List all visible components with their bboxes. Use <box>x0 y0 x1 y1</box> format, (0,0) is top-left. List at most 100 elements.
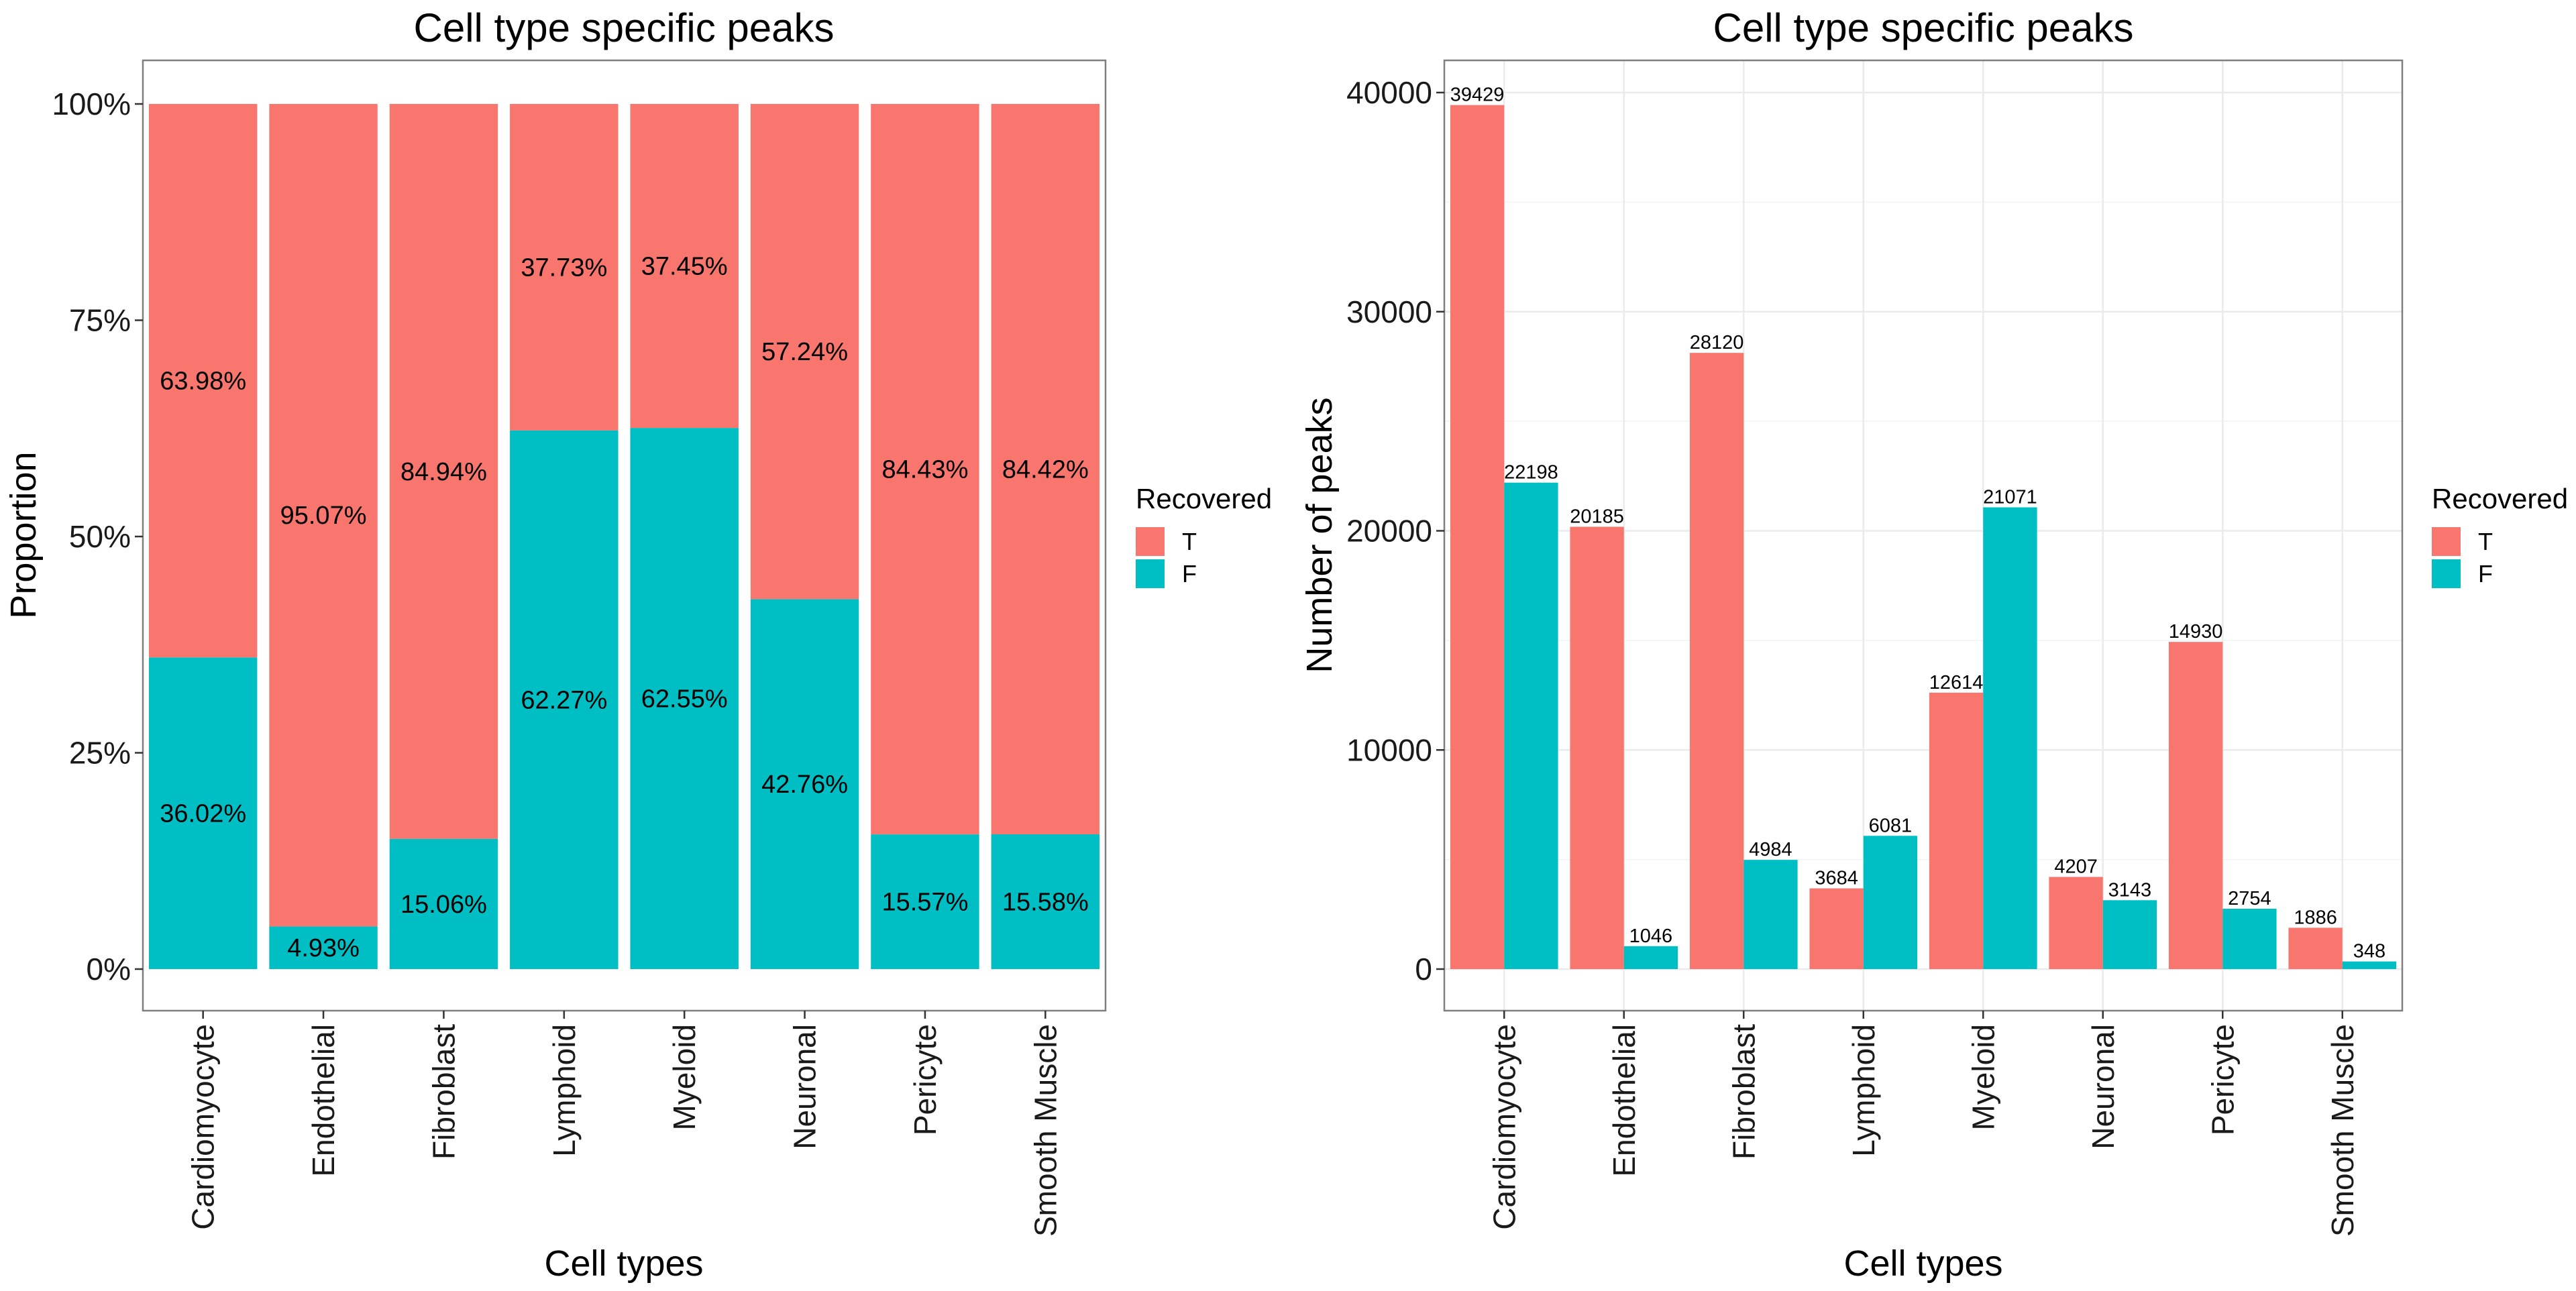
data-label-t: 1886 <box>2294 907 2337 928</box>
legend-label-f: F <box>1182 560 1197 587</box>
legend-swatch-f <box>1136 559 1165 588</box>
bar-f-myeloid <box>630 428 739 969</box>
data-label-f: 3143 <box>2108 879 2152 901</box>
bar-f-lymphoid <box>510 430 619 969</box>
data-label-t: 14930 <box>2169 621 2223 642</box>
chart-title: Cell type specific peaks <box>1713 5 2134 50</box>
data-label-t: 39429 <box>1450 85 1505 106</box>
data-label-t: 63.98% <box>160 368 246 396</box>
plot-border <box>1443 59 2404 1012</box>
data-label-f: 15.58% <box>1002 889 1089 917</box>
data-label-f: 4.93% <box>287 934 360 962</box>
plot-border <box>142 59 1107 1012</box>
legend-title: Recovered <box>2432 483 2568 514</box>
y-tick-label: 10000 <box>1346 732 1432 767</box>
y-tick-label: 30000 <box>1346 294 1432 329</box>
bar-f-cardiomyocyte <box>1504 482 1558 969</box>
data-label-t: 84.43% <box>881 456 968 484</box>
peak-count-chart: Cell type specific peaks 39429 22198 20185… <box>1299 5 2568 1284</box>
data-label-f: 348 <box>2353 941 2385 962</box>
data-label-t: 57.24% <box>761 338 848 366</box>
data-label-f: 15.06% <box>400 891 487 919</box>
x-tick-label: Pericyte <box>2205 1024 2240 1135</box>
x-tick-label: Neuronal <box>788 1024 822 1149</box>
bar-t-smooth-muscle <box>991 104 1100 835</box>
y-tick-label: 40000 <box>1346 75 1432 110</box>
legend-swatch-f <box>2432 559 2461 588</box>
data-label-t: 84.42% <box>1002 456 1089 484</box>
bar-f-smooth-muscle <box>991 834 1100 969</box>
bar-t-cardiomyocyte <box>1450 105 1505 969</box>
legend-swatch-t <box>1136 527 1165 556</box>
y-tick-label: 20000 <box>1346 514 1432 549</box>
data-label-f: 62.27% <box>521 686 607 714</box>
bars <box>148 104 1100 969</box>
x-tick-label: Lymphoid <box>1846 1024 1881 1157</box>
data-label-f: 36.02% <box>160 800 246 828</box>
bar-f-cardiomyocyte <box>148 657 258 969</box>
x-tick-label: Pericyte <box>908 1024 943 1135</box>
bar-f-fibroblast <box>389 838 498 969</box>
data-label-t: 37.73% <box>521 254 607 282</box>
x-tick-label: Myeloid <box>667 1024 702 1131</box>
bar-f-neuronal <box>750 599 859 969</box>
y-axis: 0 10000 20000 30000 40000 <box>1346 75 1444 987</box>
bar-f-pericyte <box>871 834 979 969</box>
bar-t-endothelial <box>1570 526 1624 969</box>
legend-label-f: F <box>2478 560 2493 587</box>
bar-t-neuronal <box>2049 877 2103 969</box>
data-label-f: 15.57% <box>881 889 968 917</box>
data-label-f: 22198 <box>1504 462 1558 484</box>
legend-label-t: T <box>2478 528 2493 555</box>
data-label-f: 6081 <box>1869 815 1913 836</box>
bar-t-myeloid <box>1929 692 1984 969</box>
bar-f-smooth-muscle <box>2342 961 2397 969</box>
bar-t-pericyte <box>871 104 979 835</box>
y-tick-label: 50% <box>69 519 131 554</box>
bar-t-myeloid <box>630 104 739 429</box>
bar-t-lymphoid <box>510 104 619 431</box>
data-label-t: 12614 <box>1929 672 1984 693</box>
bar-t-neuronal <box>750 104 859 600</box>
data-label-t: 4207 <box>2054 856 2098 878</box>
bar-f-lymphoid <box>1863 836 1918 969</box>
y-tick-label: 0% <box>87 952 131 987</box>
y-tick-label: 75% <box>69 303 131 338</box>
bar-t-lymphoid <box>1809 888 1864 969</box>
y-axis-title: Proportion <box>3 451 44 618</box>
data-label-t: 37.45% <box>641 253 728 281</box>
bar-f-neuronal <box>2102 900 2157 969</box>
legend-swatch-t <box>2432 527 2461 556</box>
x-tick-label: Endothelial <box>306 1024 341 1177</box>
y-tick-label: 25% <box>69 736 131 771</box>
bar-f-fibroblast <box>1743 860 1798 969</box>
y-tick-label: 0 <box>1415 952 1432 987</box>
x-tick-label: Endothelial <box>1607 1024 1642 1177</box>
data-label-t: 95.07% <box>280 502 367 530</box>
bar-t-endothelial <box>269 104 378 927</box>
legend: Recovered T F <box>1136 483 1272 588</box>
x-tick-label: Myeloid <box>1966 1024 2000 1131</box>
x-tick-label: Lymphoid <box>547 1024 582 1157</box>
legend: Recovered T F <box>2432 483 2568 588</box>
data-labels: 36.02% 63.98% 4.93% 95.07% 15.06% 84.94% 62.27… <box>160 253 1089 963</box>
x-tick-label: Neuronal <box>2086 1024 2121 1149</box>
bar-f-myeloid <box>1983 507 2037 969</box>
y-tick-label: 100% <box>52 87 131 121</box>
x-axis: Cardiomyocyte Endothelial Fibroblast Lympho… <box>1487 1011 2360 1237</box>
x-axis: Cardiomyocyte Endothelial Fibroblast Lympho… <box>186 1011 1063 1237</box>
x-tick-label: Smooth Muscle <box>1028 1024 1063 1237</box>
bar-t-smooth-muscle <box>2288 928 2343 969</box>
data-label-t: 28120 <box>1690 332 1744 353</box>
legend-title: Recovered <box>1136 483 1272 514</box>
data-label-t: 84.94% <box>400 458 487 486</box>
data-label-f: 4984 <box>1749 839 1792 860</box>
bar-f-endothelial <box>1623 946 1678 969</box>
bars <box>1450 105 2397 969</box>
x-axis-title: Cell types <box>544 1243 703 1284</box>
bar-t-cardiomyocyte <box>148 104 258 658</box>
x-tick-label: Cardiomyocyte <box>1487 1024 1521 1230</box>
data-label-f: 21071 <box>1983 487 2037 508</box>
